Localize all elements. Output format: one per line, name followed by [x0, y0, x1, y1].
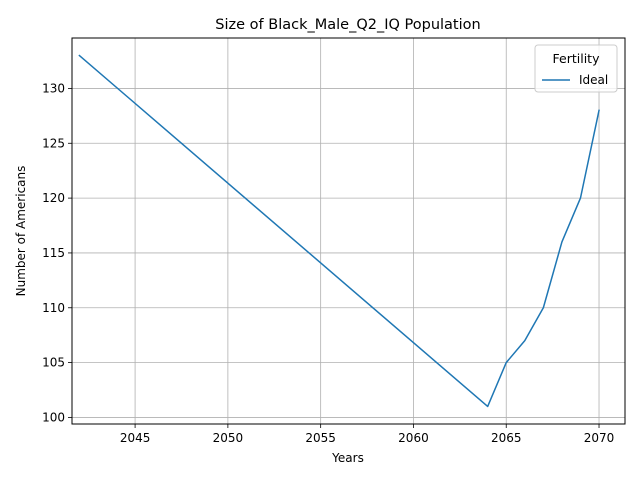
- y-axis-label: Number of Americans: [14, 166, 28, 297]
- x-tick-label: 2045: [120, 431, 151, 445]
- x-axis: 2045 2050 2055 2060 2065 2070: [120, 424, 614, 445]
- y-tick-label: 125: [42, 136, 65, 150]
- y-tick-label: 120: [42, 191, 65, 205]
- x-axis-label: Years: [331, 451, 364, 465]
- chart-title: Size of Black_Male_Q2_IQ Population: [215, 17, 480, 33]
- grid-lines: [72, 38, 625, 424]
- y-tick-label: 115: [42, 246, 65, 260]
- legend-title: Fertility: [553, 51, 601, 66]
- x-tick-label: 2070: [584, 431, 615, 445]
- legend: Fertility Ideal: [534, 44, 618, 93]
- y-axis: 100 105 110 115 120 125 130: [42, 81, 72, 424]
- plot-frame: [71, 37, 626, 425]
- x-tick-label: 2055: [305, 431, 336, 445]
- x-tick-label: 2050: [213, 431, 244, 445]
- x-tick-label: 2060: [398, 431, 429, 445]
- y-tick-label: 110: [42, 301, 65, 315]
- series-layer: [78, 54, 600, 408]
- y-tick-label: 100: [42, 410, 65, 424]
- legend-label-ideal: Ideal: [579, 73, 608, 87]
- x-tick-label: 2065: [491, 431, 522, 445]
- series-line-ideal: [78, 54, 600, 408]
- y-tick-label: 105: [42, 356, 65, 370]
- y-tick-label: 130: [42, 81, 65, 95]
